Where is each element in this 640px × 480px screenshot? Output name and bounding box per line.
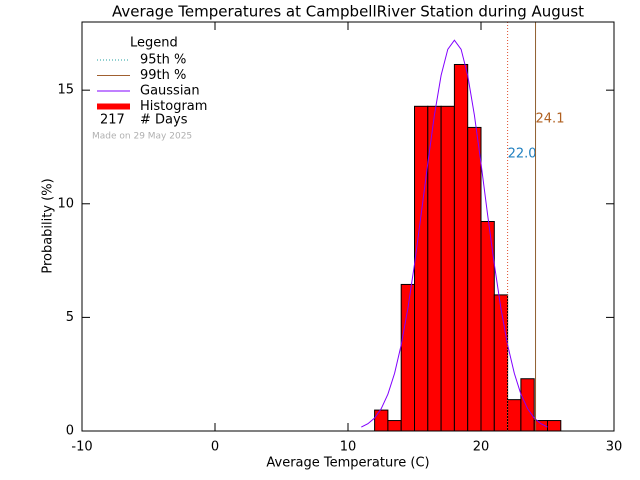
legend-label: 99th % xyxy=(140,68,186,83)
x-tick-label: 0 xyxy=(211,440,219,455)
histogram-bar xyxy=(520,378,535,432)
histogram-bar xyxy=(414,105,429,432)
percentile-label: 24.1 xyxy=(536,112,565,127)
chart-title: Average Temperatures at CampbellRiver St… xyxy=(112,3,584,21)
legend-label: 95th % xyxy=(140,53,186,68)
legend-title: Legend xyxy=(130,36,178,51)
legend-label: Histogram xyxy=(140,99,207,114)
histogram-bar xyxy=(453,63,469,432)
x-tick-label: 30 xyxy=(606,440,623,455)
gaussian-curve xyxy=(361,39,548,428)
histogram-bar xyxy=(440,105,455,432)
histogram-bar xyxy=(374,409,389,432)
legend-days-label: # Days xyxy=(140,113,188,128)
y-tick-label: 15 xyxy=(57,83,74,98)
x-tick-label: -10 xyxy=(71,440,92,455)
histogram-bar xyxy=(493,294,509,432)
histogram-bar xyxy=(427,105,442,432)
footnote: Made on 29 May 2025 xyxy=(92,132,192,142)
x-tick-label: 10 xyxy=(340,440,357,455)
x-tick-label: 20 xyxy=(473,440,490,455)
histogram-bar xyxy=(507,399,522,432)
y-axis-label: Probability (%) xyxy=(41,178,56,273)
y-tick-label: 5 xyxy=(66,310,74,325)
y-tick-label: 0 xyxy=(66,424,74,439)
x-axis-label: Average Temperature (C) xyxy=(266,456,429,471)
histogram-bar xyxy=(387,420,402,432)
legend-days: 217 xyxy=(100,113,125,128)
histogram-bar xyxy=(467,126,482,432)
y-tick-label: 10 xyxy=(57,196,74,211)
legend-label: Gaussian xyxy=(140,84,200,99)
histogram-bar xyxy=(547,420,562,432)
percentile-label: 22.0 xyxy=(508,147,537,162)
